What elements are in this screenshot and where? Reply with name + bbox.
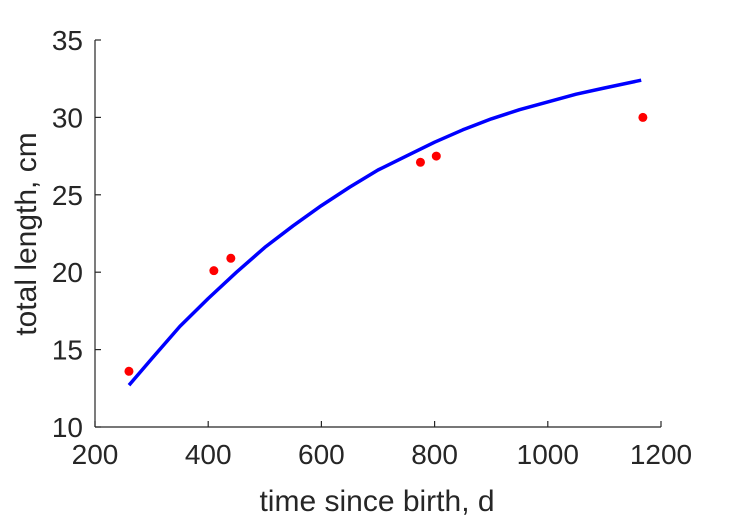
x-tick-label: 400 xyxy=(185,439,232,470)
y-axis-title: total length, cm xyxy=(10,132,43,335)
x-tick-label: 200 xyxy=(72,439,119,470)
fit-curve-line xyxy=(127,78,642,387)
data-point xyxy=(209,266,219,276)
data-point xyxy=(226,253,236,263)
data-point xyxy=(124,366,134,376)
data-point xyxy=(431,151,441,161)
y-tick-label: 20 xyxy=(52,257,83,288)
ticks: 200 400 600 800 1000 1200 10 15 20 25 30 35 xyxy=(52,25,692,470)
x-axis-title: time since birth, d xyxy=(259,485,494,518)
axes xyxy=(94,40,661,428)
y-tick-label: 10 xyxy=(52,412,83,443)
y-tick-label: 15 xyxy=(52,335,83,366)
x-tick-label: 1200 xyxy=(630,439,692,470)
data-point xyxy=(638,112,648,122)
y-tick-label: 35 xyxy=(52,25,83,56)
y-tick-label: 25 xyxy=(52,180,83,211)
x-tick-label: 1000 xyxy=(517,439,579,470)
x-tick-label: 600 xyxy=(298,439,345,470)
x-tick-label: 800 xyxy=(411,439,458,470)
series xyxy=(124,78,648,387)
y-tick-label: 30 xyxy=(52,102,83,133)
data-point xyxy=(415,157,425,167)
